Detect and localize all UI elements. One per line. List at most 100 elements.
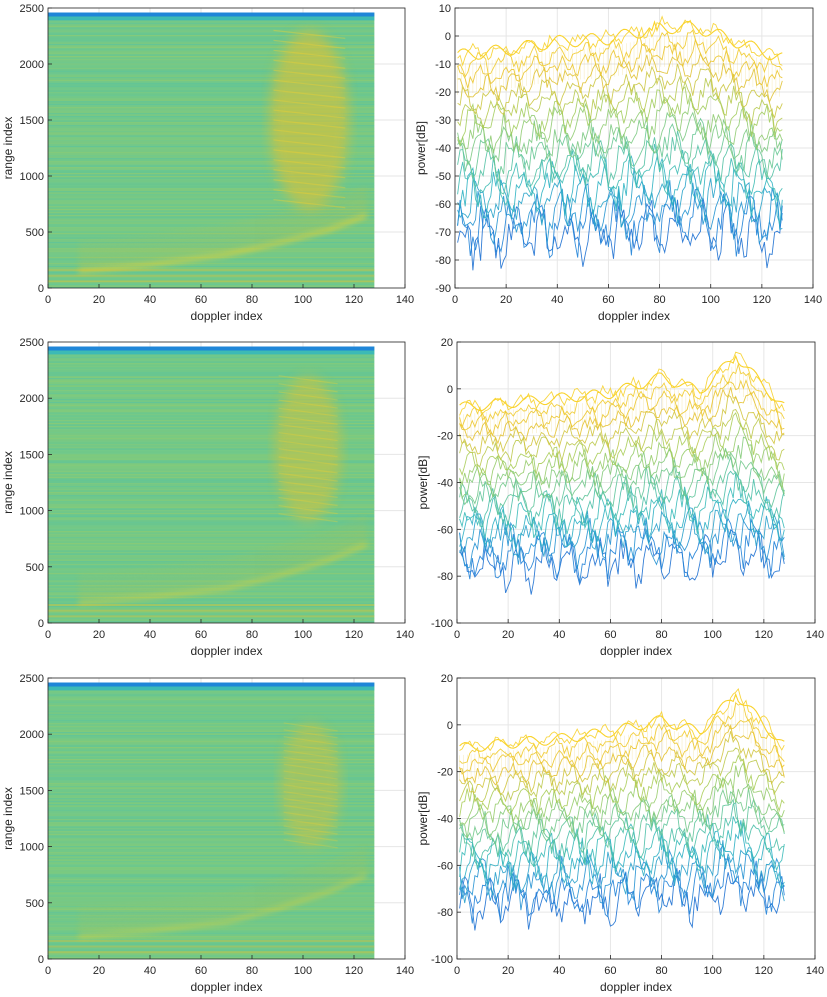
noise-row — [48, 162, 375, 164]
noise-row — [48, 839, 375, 842]
noise-row — [48, 872, 375, 875]
waterfall-top-envelope — [459, 354, 785, 412]
noise-row — [48, 391, 375, 393]
y-tick-label: 10 — [439, 3, 451, 15]
noise-row — [48, 470, 375, 473]
x-axis-label: doppler index — [598, 309, 670, 323]
noise-row — [48, 800, 375, 803]
noise-row — [48, 821, 375, 824]
noise-row — [48, 285, 375, 287]
noise-row — [48, 772, 375, 774]
noise-row — [48, 814, 375, 816]
noise-row — [48, 445, 375, 447]
noise-row — [48, 874, 375, 876]
noise-row — [48, 208, 375, 211]
noise-row — [48, 899, 375, 902]
noise-row — [48, 560, 375, 563]
low-range-band — [48, 604, 375, 607]
noise-row — [48, 154, 375, 157]
noise-row — [48, 818, 375, 821]
noise-row — [48, 529, 375, 531]
noise-row — [48, 473, 375, 476]
noise-row — [48, 439, 375, 441]
noise-row — [48, 380, 375, 383]
noise-row — [48, 79, 375, 82]
x-tick-label: 80 — [246, 629, 258, 641]
noise-row — [48, 449, 375, 452]
noise-row — [48, 144, 375, 146]
x-tick-label: 40 — [551, 294, 563, 306]
x-tick-label: 40 — [144, 965, 156, 977]
noise-row — [48, 99, 375, 101]
noise-row — [48, 461, 375, 464]
noise-row — [48, 782, 375, 785]
waterfall-trace — [457, 52, 783, 104]
noise-row — [48, 434, 375, 437]
noise-row — [48, 61, 375, 64]
waterfall-fill-hatch — [457, 36, 781, 97]
noise-row — [48, 530, 375, 533]
noise-row — [48, 797, 375, 800]
noise-row — [48, 124, 375, 127]
y-tick-label: 2000 — [20, 729, 44, 741]
y-axis-label: power[dB] — [416, 791, 430, 845]
waterfall-trace — [459, 754, 785, 817]
noise-row — [48, 283, 375, 286]
noise-row — [48, 359, 375, 362]
noise-row — [48, 268, 375, 271]
noise-row — [48, 88, 375, 91]
waterfall-top-envelope — [459, 692, 785, 752]
noise-row — [48, 752, 375, 755]
noise-row — [48, 737, 375, 740]
noise-row — [48, 186, 375, 188]
noise-row — [48, 803, 375, 806]
waterfall-trace — [459, 509, 785, 569]
noise-row — [48, 953, 375, 956]
y-tick-label: 20 — [441, 673, 453, 685]
y-tick-label: -80 — [437, 571, 453, 583]
noise-row — [48, 193, 375, 196]
noise-row — [48, 142, 375, 145]
noise-row — [48, 763, 375, 765]
noise-row — [48, 475, 375, 477]
x-tick-label: 60 — [604, 629, 616, 641]
y-tick-label: 0 — [38, 283, 44, 295]
noise-row — [48, 34, 375, 37]
noise-row — [48, 171, 375, 173]
blob-texture — [278, 391, 338, 401]
noise-row — [48, 866, 375, 869]
noise-row — [48, 69, 375, 71]
noise-row — [48, 452, 375, 455]
noise-row — [48, 695, 375, 698]
noise-row — [48, 458, 375, 461]
noise-row — [48, 865, 375, 867]
noise-row — [48, 823, 375, 825]
blob-texture — [273, 29, 346, 39]
waterfall-lines — [459, 351, 785, 595]
noise-row — [48, 929, 375, 932]
noise-row — [48, 446, 375, 449]
noise-row — [48, 133, 375, 136]
noise-row — [48, 135, 375, 137]
x-axis-label: doppler index — [190, 309, 262, 323]
noise-row — [48, 883, 375, 885]
noise-row — [48, 129, 375, 131]
noise-row — [48, 868, 375, 870]
noise-row — [48, 577, 375, 579]
noise-row — [48, 431, 375, 434]
y-tick-label: 2500 — [20, 673, 44, 685]
noise-row — [48, 460, 375, 462]
y-tick-label: -60 — [437, 524, 453, 536]
noise-row — [48, 796, 375, 798]
waterfall-trace — [459, 724, 785, 786]
noise-row — [48, 764, 375, 767]
noise-row — [48, 488, 375, 491]
x-tick-label: 40 — [553, 965, 565, 977]
noise-row — [48, 267, 375, 269]
noise-row — [48, 602, 375, 605]
noise-row — [48, 941, 375, 944]
y-tick-label: -100 — [431, 618, 453, 630]
noise-row — [48, 389, 375, 392]
noise-row — [48, 103, 375, 106]
noise-row — [48, 730, 375, 732]
